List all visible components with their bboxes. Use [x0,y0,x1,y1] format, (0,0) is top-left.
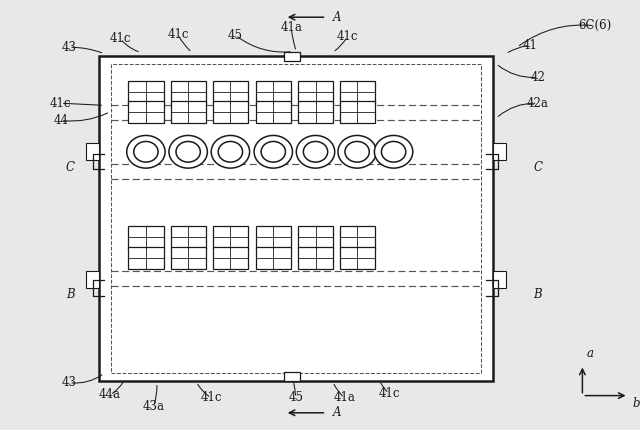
Bar [340,101,375,123]
Ellipse shape [127,135,165,168]
Bar [170,81,205,104]
Ellipse shape [169,135,207,168]
Bar [212,81,248,104]
Text: 6C(6): 6C(6) [579,19,612,32]
Text: 44a: 44a [99,388,121,401]
Text: 45: 45 [288,391,303,404]
Text: 42a: 42a [527,97,548,110]
Bar [298,226,333,249]
Bar [212,226,248,249]
Bar [128,101,164,123]
Bar [212,247,248,269]
Bar [86,143,99,160]
Text: 41a: 41a [333,391,355,404]
Text: B: B [66,288,75,301]
Text: 44: 44 [53,114,68,127]
Ellipse shape [338,135,376,168]
Ellipse shape [218,141,243,162]
Bar [86,271,99,288]
Text: 43: 43 [61,376,77,389]
Text: B: B [533,288,542,301]
Text: A: A [333,406,341,419]
Bar [170,101,205,123]
Text: C: C [66,161,75,174]
Ellipse shape [134,141,158,162]
Ellipse shape [303,141,328,162]
Text: 41c: 41c [167,28,189,41]
Bar [255,81,291,104]
Bar [298,247,333,269]
Ellipse shape [296,135,335,168]
Bar [128,247,164,269]
Text: 41c: 41c [200,391,222,404]
Bar [340,226,375,249]
Bar [255,101,291,123]
Bar [340,81,375,104]
Bar [111,64,481,373]
Text: 41: 41 [522,39,538,52]
Bar [128,81,164,104]
Text: a: a [586,347,593,360]
Bar [212,101,248,123]
Text: 45: 45 [228,29,243,42]
Bar [298,81,333,104]
Text: 41a: 41a [280,22,302,34]
Bar [284,52,300,61]
Text: C: C [533,161,542,174]
Ellipse shape [374,135,413,168]
Text: 43a: 43a [143,400,164,413]
Bar [170,226,205,249]
Bar [128,226,164,249]
Text: 43: 43 [61,41,77,54]
Bar [255,226,291,249]
Bar [298,101,333,123]
Bar [255,247,291,269]
Bar [493,271,506,288]
Ellipse shape [261,141,285,162]
Bar [99,56,493,381]
Ellipse shape [176,141,200,162]
Bar [340,247,375,269]
Text: 42: 42 [530,71,545,84]
Text: 41c: 41c [378,387,400,400]
Ellipse shape [381,141,406,162]
Bar [170,247,205,269]
Text: 41c: 41c [337,30,358,43]
Text: b: b [632,397,640,410]
Ellipse shape [345,141,369,162]
Text: A: A [333,11,341,24]
Text: 41c: 41c [50,97,72,110]
Text: 41c: 41c [109,32,131,45]
Bar [493,143,506,160]
Bar [284,372,300,381]
Ellipse shape [211,135,250,168]
Ellipse shape [254,135,292,168]
